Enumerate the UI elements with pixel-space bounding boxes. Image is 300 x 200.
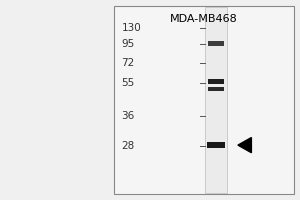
Text: 55: 55 xyxy=(122,78,135,88)
Text: 95: 95 xyxy=(122,39,135,49)
Text: 130: 130 xyxy=(122,23,141,33)
Bar xyxy=(114,6,294,194)
Bar xyxy=(207,142,225,148)
Text: 28: 28 xyxy=(122,141,135,151)
Bar xyxy=(208,79,224,84)
Bar xyxy=(208,41,224,46)
Bar xyxy=(205,7,227,193)
Polygon shape xyxy=(238,138,251,153)
Bar xyxy=(208,87,224,91)
Text: MDA-MB468: MDA-MB468 xyxy=(170,14,238,24)
Text: 72: 72 xyxy=(122,58,135,68)
Text: 36: 36 xyxy=(122,111,135,121)
